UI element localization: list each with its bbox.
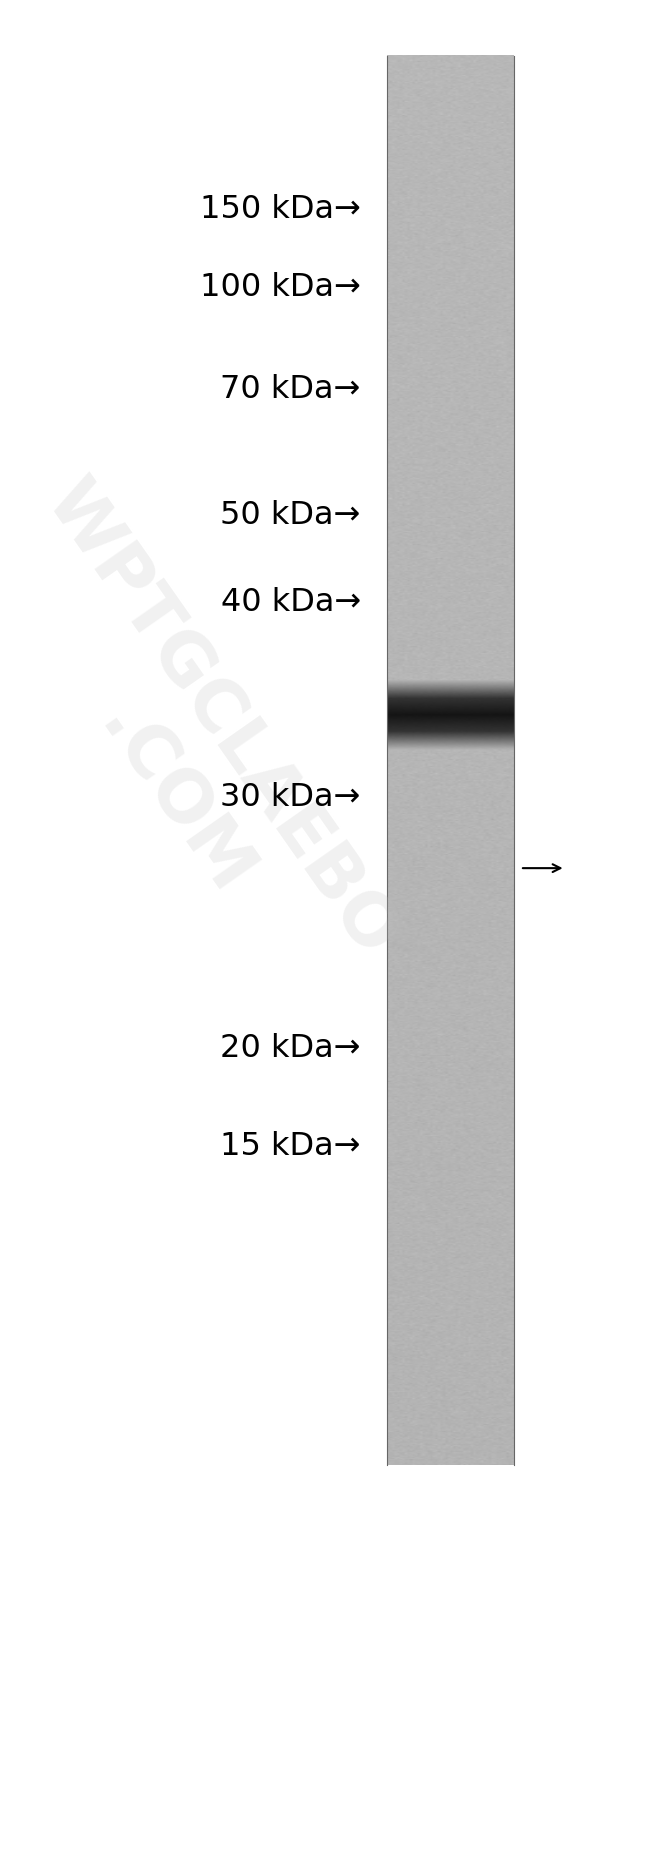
Text: 150 kDa→: 150 kDa→ (200, 195, 361, 224)
Text: WPTGCLAEBO
   .COM: WPTGCLAEBO .COM (0, 469, 411, 1015)
Text: 20 kDa→: 20 kDa→ (220, 1033, 361, 1063)
Text: 100 kDa→: 100 kDa→ (200, 273, 361, 302)
Text: 70 kDa→: 70 kDa→ (220, 375, 361, 404)
Text: 40 kDa→: 40 kDa→ (220, 588, 361, 618)
Text: 30 kDa→: 30 kDa→ (220, 783, 361, 812)
Text: 50 kDa→: 50 kDa→ (220, 501, 361, 531)
Text: 15 kDa→: 15 kDa→ (220, 1132, 361, 1161)
